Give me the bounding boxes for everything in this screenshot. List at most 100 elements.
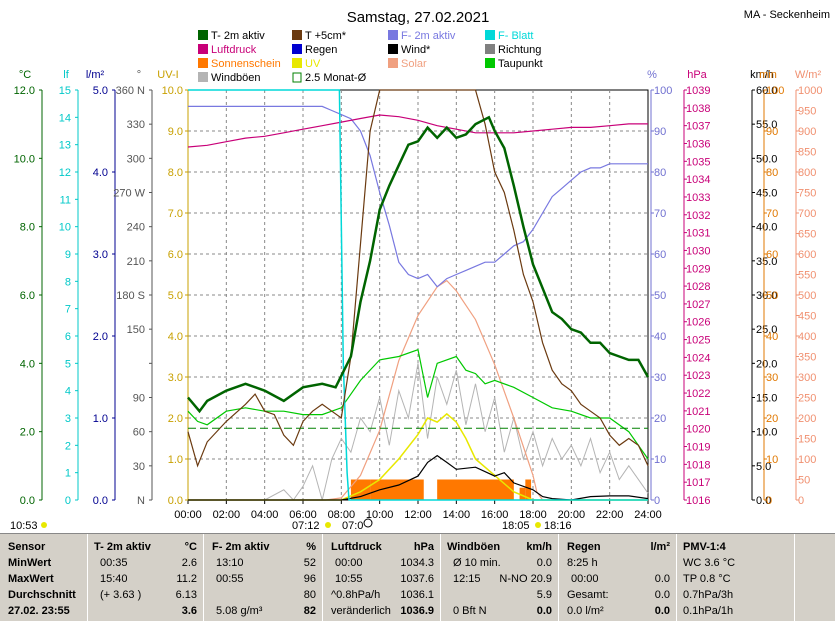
hum-tick-label: 90 — [654, 126, 666, 138]
summary-temp-value: 11.2 — [176, 573, 197, 585]
leaf-tick-label: 6 — [65, 331, 71, 343]
uv-tick-label: 5.0 — [168, 290, 183, 302]
summary-temp-header: T- 2m aktiv — [94, 541, 151, 553]
station-label: MA - Seckenheim — [744, 9, 830, 21]
summary-pmv-row: 0.7hPa/3h — [683, 589, 734, 601]
chart-title: Samstag, 27.02.2021 — [347, 9, 490, 26]
solar-tick-label: 500 — [798, 290, 816, 302]
legend-swatch — [198, 72, 208, 82]
press-tick-label: 1019 — [686, 442, 710, 454]
summary-press-unit: hPa — [413, 541, 434, 553]
solar-tick-label: 150 — [798, 434, 816, 446]
solar-tick-label: 750 — [798, 188, 816, 200]
leaf-unit: lf — [63, 69, 69, 81]
temp-tick-label: 8.0 — [20, 222, 35, 234]
summary-press-time: 00:00 — [335, 557, 363, 569]
summary-rain-time: 0.0 l/m² — [567, 605, 604, 617]
wind-tick-label: 60.0 — [756, 85, 777, 97]
summary-sensor-header: Sensor — [8, 541, 46, 553]
hum-tick-label: 30 — [654, 372, 666, 384]
legend-label: F- 2m aktiv — [401, 30, 456, 42]
legend-swatch — [485, 30, 495, 40]
leaf-tick-label: 7 — [65, 304, 71, 316]
summary-sensor-row: MinWert — [8, 557, 52, 569]
solar-tick-label: 950 — [798, 106, 816, 118]
x-tick-label: 14:00 — [443, 509, 471, 521]
wind-tick-label: 10.0 — [756, 427, 777, 439]
legend-label: T- 2m aktiv — [211, 30, 265, 42]
legend-swatch — [388, 58, 398, 68]
solar-tick-label: 600 — [798, 249, 816, 261]
axes: 00:00 02:00 04:00 06:00 08:00 10:00 12:00 14:00… — [14, 69, 823, 521]
legend-label: Richtung — [498, 44, 541, 56]
summary-temp: T- 2m aktiv °C 00:35 2.6 15:40 11.2 (+ 3.63… — [88, 534, 204, 621]
solar-tick-label: 800 — [798, 167, 816, 179]
uv-tick-label: 8.0 — [168, 167, 183, 179]
press-tick-label: 1025 — [686, 335, 710, 347]
series-luftdruck — [187, 114, 648, 148]
summary-pmv-header: PMV-1:4 — [683, 541, 726, 553]
hum-tick-label: 20 — [654, 413, 666, 425]
x-tick-label: 24:00 — [634, 509, 662, 521]
solar-tick-label: 700 — [798, 208, 816, 220]
dir-unit: ° — [137, 69, 141, 81]
leaf-tick-label: 3 — [65, 413, 71, 425]
hum-tick-label: 100 — [654, 85, 672, 97]
rain-tick-label: 3.0 — [93, 249, 108, 261]
legend-swatch — [485, 58, 495, 68]
sunshine-bar — [370, 479, 418, 500]
press-tick-label: 1027 — [686, 299, 710, 311]
leaf-tick-label: 10 — [59, 222, 71, 234]
summary-hum-time: 00:55 — [216, 573, 244, 585]
summary-rain-time: 8:25 h — [567, 557, 598, 569]
summary-sensor-row: Durchschnitt — [8, 589, 76, 601]
leaf-tick-label: 11 — [60, 194, 71, 206]
wind-tick-label: 25.0 — [756, 324, 777, 336]
press-tick-label: 1029 — [686, 263, 710, 275]
temp-tick-label: 12.0 — [14, 85, 35, 97]
series-taupunkt — [187, 348, 649, 460]
uv-tick-label: 2.0 — [168, 413, 183, 425]
series-f-blatt — [188, 89, 648, 501]
summary-pmv: PMV-1:4 WC 3.6 °C TP 0.8 °C 0.7hPa/3h 0.… — [677, 534, 795, 621]
legend-swatch — [388, 44, 398, 54]
leaf-tick-label: 4 — [65, 386, 71, 398]
x-tick-label: 20:00 — [558, 509, 586, 521]
sun-icon — [325, 522, 331, 528]
wind-tick-label: 40.0 — [756, 222, 777, 234]
summary-wind-time: 12:15 — [453, 573, 481, 585]
wind-tick-label: 55.0 — [756, 119, 777, 131]
legend-label: Taupunkt — [498, 58, 543, 70]
solar-tick-label: 250 — [798, 393, 816, 405]
legend-swatch — [292, 72, 302, 83]
summary-rain-value: 0.0 — [654, 589, 670, 601]
press-tick-label: 1034 — [686, 174, 710, 186]
summary-press-value: 1036.1 — [400, 589, 434, 601]
summary-press: Luftdruck hPa 00:00 1034.3 10:55 1037.6 ^0.… — [323, 534, 441, 621]
press-tick-label: 1020 — [686, 424, 710, 436]
summary-rain-unit: l/m² — [650, 541, 670, 553]
dir-tick-label: 300 — [127, 153, 145, 165]
press-tick-label: 1024 — [686, 352, 710, 364]
summary-rain-value: 0.0 — [654, 573, 670, 585]
press-tick-label: 1031 — [686, 228, 710, 240]
legend-label: 2.5 Monat-Ø — [305, 72, 367, 84]
summary-temp-time: 00:35 — [100, 557, 128, 569]
wind-tick-label: 20.0 — [756, 358, 777, 370]
temp-unit: °C — [19, 69, 31, 81]
x-tick-label: 18:00 — [519, 509, 547, 521]
summary-wind: Windböen km/h Ø 10 min. 0.0 12:15 N-NO 20.9… — [441, 534, 559, 621]
rain-tick-label: 0.0 — [93, 495, 108, 507]
legend-label: F- Blatt — [498, 30, 533, 42]
x-tick-label: 00:00 — [174, 509, 202, 521]
min-tick-label: 30 — [766, 372, 778, 384]
summary-wind-unit: km/h — [526, 541, 552, 553]
x-tick-label: 16:00 — [481, 509, 509, 521]
legend-swatch — [388, 30, 398, 40]
solar-tick-label: 850 — [798, 147, 816, 159]
legend: T- 2m aktiv T +5cm* F- 2m aktiv F- Blatt Luf… — [198, 30, 543, 84]
wind-tick-label: 45.0 — [756, 188, 777, 200]
moonrise-time: 10:53 — [10, 520, 38, 532]
summary-hum-value: 96 — [303, 573, 316, 585]
dir-tick-label: 330 — [127, 119, 145, 131]
